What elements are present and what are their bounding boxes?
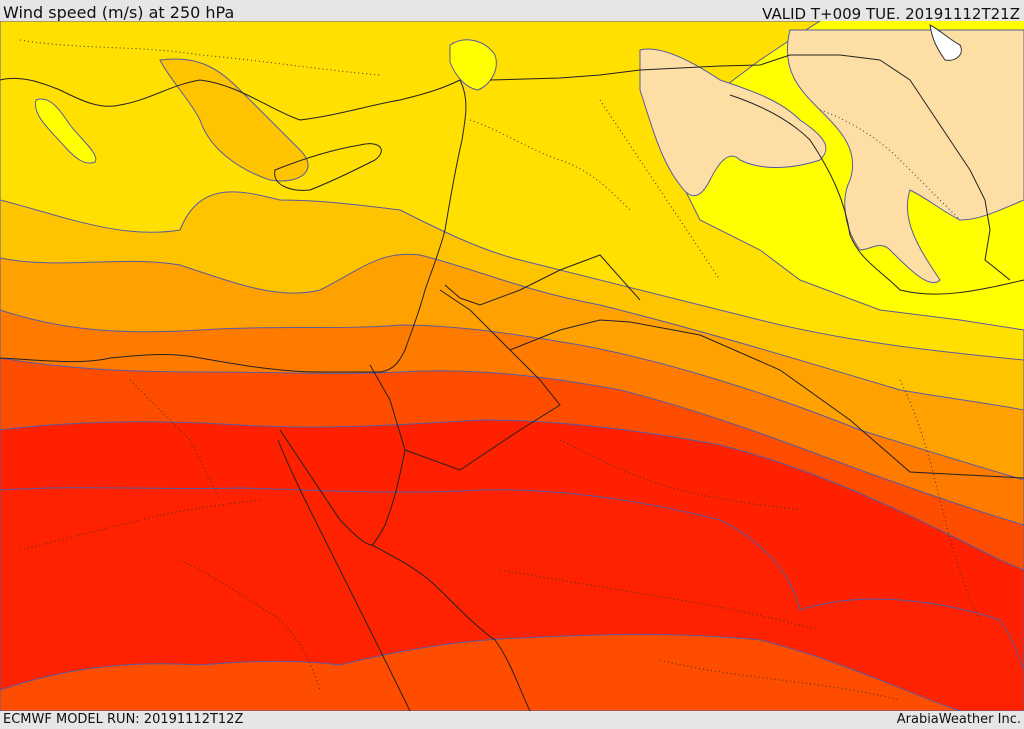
dotted-sudan (179, 559, 321, 691)
pocket-syria (449, 39, 497, 91)
levant-coast (379, 79, 467, 373)
cyprus (274, 143, 382, 191)
credit-label: ArabiaWeather Inc. (896, 712, 1021, 727)
turkey-coast (0, 77, 461, 121)
sinai-border (369, 349, 561, 471)
pocket-turkey (34, 98, 97, 164)
egypt-coast (0, 354, 380, 373)
province-boundaries (19, 39, 981, 701)
iran-border (879, 59, 1011, 281)
dotted-egypt-south (19, 499, 261, 551)
persian-gulf (729, 94, 1024, 295)
dotted-saudi (559, 439, 801, 511)
jordan-border (439, 289, 511, 351)
dotted-turkey (19, 39, 381, 76)
map-title: Wind speed (m/s) at 250 hPa (3, 3, 235, 22)
footer-bar: ECMWF MODEL RUN: 20191112T12Z ArabiaWeat… (0, 711, 1024, 729)
dotted-saudi-south (499, 569, 821, 631)
band-lower-orange (0, 634, 961, 711)
valid-time: VALID T+009 TUE. 20191112T21Z (762, 5, 1020, 23)
coastlines (0, 54, 1024, 711)
low-wind-arabia-north (639, 48, 827, 197)
header-bar: Wind speed (m/s) at 250 hPa VALID T+009 … (0, 0, 1024, 23)
arabia-border-north (489, 54, 881, 81)
map-canvas (0, 21, 1024, 711)
model-run-label: ECMWF MODEL RUN: 20191112T12Z (3, 712, 244, 727)
red-sea-east (371, 544, 531, 711)
saudi-border (509, 319, 1024, 479)
wind-speed-bands (0, 21, 1024, 711)
gulf-of-aqaba (371, 449, 406, 546)
gulf-of-suez (279, 429, 373, 546)
yellow-pockets (34, 39, 497, 164)
low-wind-island (929, 24, 962, 61)
red-sea-west (277, 439, 411, 711)
wind-speed-map[interactable] (0, 21, 1024, 711)
dotted-egypt (129, 379, 221, 501)
dotted-iraq (599, 99, 721, 281)
band-amber-upper (159, 58, 309, 182)
iraq-border (444, 254, 641, 306)
